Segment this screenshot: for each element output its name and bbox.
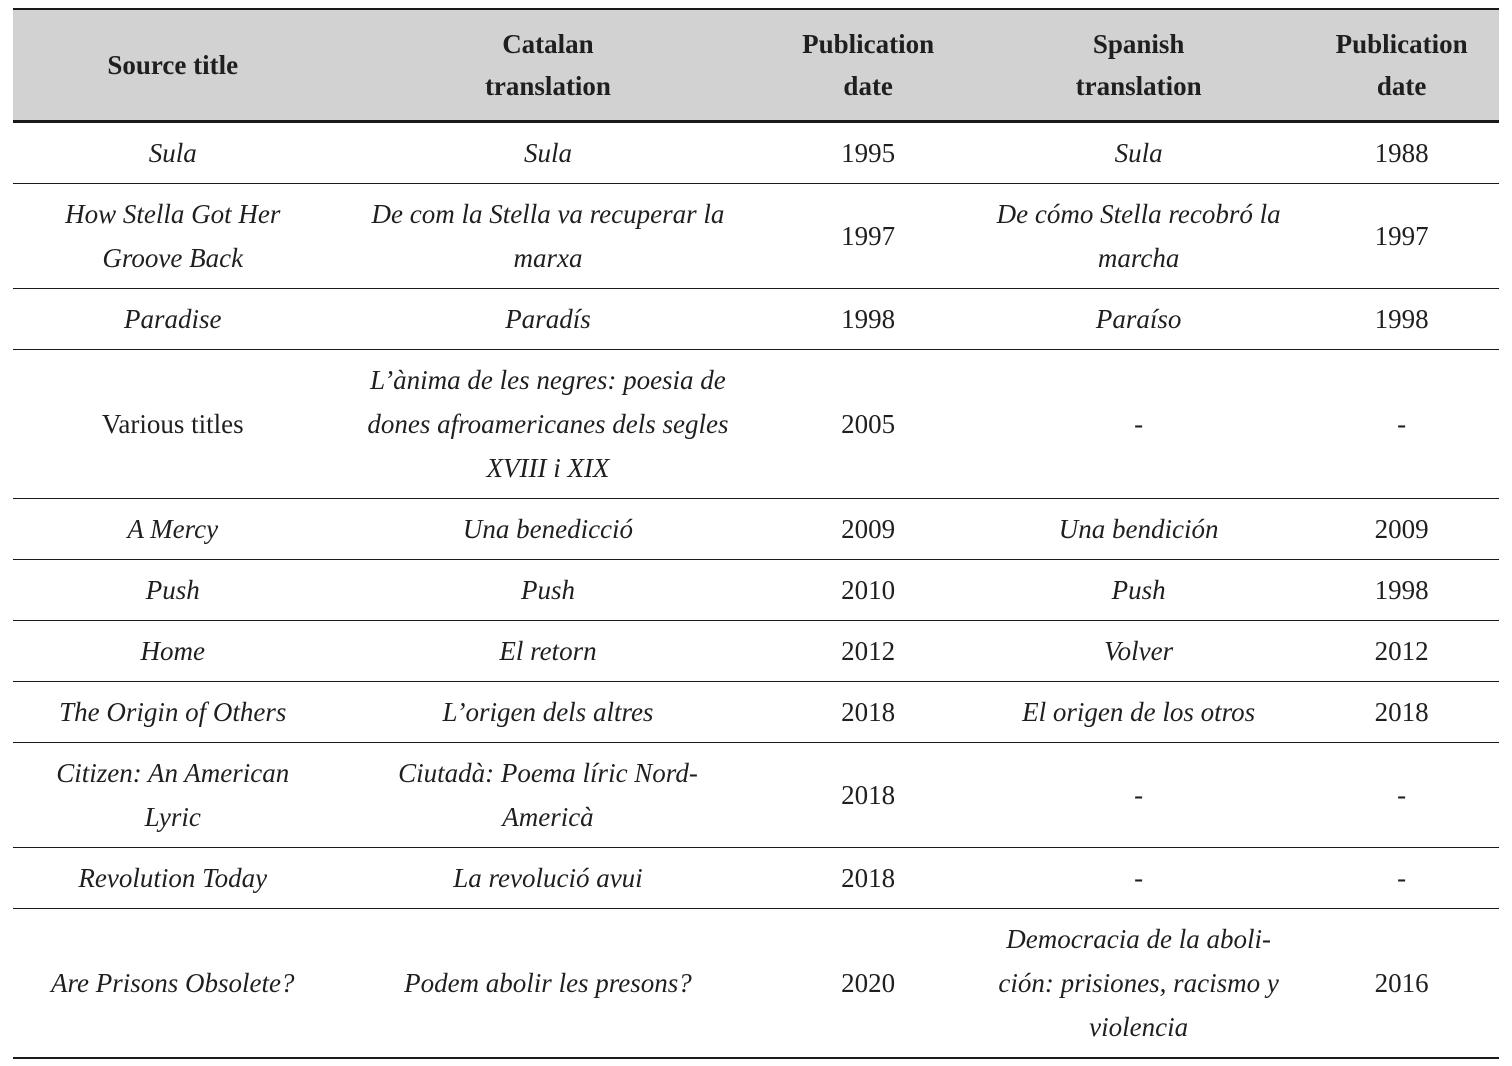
catalan-translation-cell: Push xyxy=(332,559,764,621)
catalan-translation-cell: Una benedicció xyxy=(332,498,764,560)
spanish-publication-date-cell: - xyxy=(1304,847,1499,909)
spanish-publication-date-cell: 1998 xyxy=(1304,288,1499,350)
catalan-translation-cell: Paradís xyxy=(332,288,764,350)
spanish-translation-cell: Volver xyxy=(972,620,1305,682)
source-title-cell: Are Prisons Obsolete? xyxy=(51,968,295,998)
source-title-cell: The Origin of Others xyxy=(13,681,333,743)
table-body: Sula Sula 1995 Sula 1988 How Stella Got Her G… xyxy=(13,121,1499,1059)
table-row: Various titles L’ànima de les negres: poe… xyxy=(13,349,1499,499)
catalan-translation-cell: Sula xyxy=(332,121,764,184)
translations-table: Source title Catalan translation Publicati… xyxy=(13,8,1499,1059)
spanish-translation-cell: - xyxy=(972,349,1305,499)
table-row: How Stella Got Her Groove Back De com la … xyxy=(13,183,1499,289)
source-title-cell: Citizen: An American Lyric xyxy=(13,742,333,848)
spanish-translation-cell: Democracia de la aboli- ción: prisiones,… xyxy=(998,924,1279,1042)
table-row: Home El retorn 2012 Volver 2012 xyxy=(13,620,1499,682)
header-cell-spanish-translation: Spanish translation xyxy=(972,9,1305,123)
spanish-translation-cell: El origen de los otros xyxy=(972,681,1305,743)
spanish-publication-date-cell: 1988 xyxy=(1304,121,1499,184)
spanish-translation-cell: Sula xyxy=(972,121,1305,184)
source-title-cell: Revolution Today xyxy=(13,847,333,909)
spanish-publication-date-cell: 1997 xyxy=(1304,183,1499,289)
catalan-translation-cell: De com la Stella va recuperar la marxa xyxy=(332,183,764,289)
header-cell-catalan-translation: Catalan translation xyxy=(332,9,764,123)
source-title-cell: Home xyxy=(13,620,333,682)
catalan-publication-date-cell: 2005 xyxy=(763,349,973,499)
spanish-translation-cell: De cómo Stella recobró la marcha xyxy=(972,183,1305,289)
catalan-publication-date-cell: 2020 xyxy=(841,968,896,998)
spanish-translation-cell: Una bendición xyxy=(972,498,1305,560)
table-row: The Origin of Others L’origen dels altres… xyxy=(13,681,1499,743)
spanish-publication-date-cell: 1998 xyxy=(1304,559,1499,621)
table-row: Paradise Paradís 1998 Paraíso 1998 xyxy=(13,288,1499,350)
spanish-publication-date-cell: 2009 xyxy=(1304,498,1499,560)
header-row: Source title Catalan translation Publicati… xyxy=(13,9,1499,123)
source-title-cell: How Stella Got Her Groove Back xyxy=(13,183,333,289)
catalan-publication-date-cell: 2010 xyxy=(763,559,973,621)
source-title-cell: A Mercy xyxy=(13,498,333,560)
header-cell-publication-date-catalan: Publication date xyxy=(763,9,973,123)
spanish-translation-cell: Push xyxy=(972,559,1305,621)
catalan-publication-date-cell: 1998 xyxy=(763,288,973,350)
catalan-publication-date-cell: 2018 xyxy=(763,847,973,909)
header-cell-source-title: Source title xyxy=(13,9,333,123)
spanish-translation-cell: - xyxy=(972,847,1305,909)
spanish-publication-date-cell: 2016 xyxy=(1374,968,1429,998)
catalan-translation-cell: Ciutadà: Poema líric Nord- Americà xyxy=(332,742,764,848)
catalan-publication-date-cell: 2018 xyxy=(763,742,973,848)
table-row: Push Push 2010 Push 1998 xyxy=(13,559,1499,621)
table-row: A Mercy Una benedicció 2009 Una bendición 20… xyxy=(13,498,1499,560)
spanish-publication-date-cell: - xyxy=(1304,349,1499,499)
source-title-cell: Sula xyxy=(13,121,333,184)
spanish-publication-date-cell: 2018 xyxy=(1304,681,1499,743)
catalan-publication-date-cell: 2012 xyxy=(763,620,973,682)
catalan-publication-date-cell: 1995 xyxy=(763,121,973,184)
spanish-publication-date-cell: 2012 xyxy=(1304,620,1499,682)
spanish-translation-cell: - xyxy=(972,742,1305,848)
source-title-cell: Push xyxy=(13,559,333,621)
header-cell-publication-date-spanish: Publication date xyxy=(1304,9,1499,123)
source-title-cell: Various titles xyxy=(13,349,333,499)
spanish-publication-date-cell: - xyxy=(1304,742,1499,848)
table-row: Citizen: An American Lyric Ciutadà: Poema… xyxy=(13,742,1499,848)
source-title-cell: Paradise xyxy=(13,288,333,350)
catalan-translation-cell: L’ànima de les negres: poesia de dones a… xyxy=(332,349,764,499)
catalan-publication-date-cell: 2018 xyxy=(763,681,973,743)
catalan-publication-date-cell: 2009 xyxy=(763,498,973,560)
catalan-publication-date-cell: 1997 xyxy=(763,183,973,289)
table-row: Sula Sula 1995 Sula 1988 xyxy=(13,121,1499,184)
catalan-translation-cell: La revolució avui xyxy=(332,847,764,909)
table-row: Are Prisons Obsolete? Podem abolir les pr… xyxy=(13,909,1499,1059)
catalan-translation-cell: Podem abolir les presons? xyxy=(404,968,692,998)
catalan-translation-cell: L’origen dels altres xyxy=(332,681,764,743)
catalan-translation-cell: El retorn xyxy=(332,620,764,682)
spanish-translation-cell: Paraíso xyxy=(972,288,1305,350)
table-row: Revolution Today La revolució avui 2018- - xyxy=(13,847,1499,909)
